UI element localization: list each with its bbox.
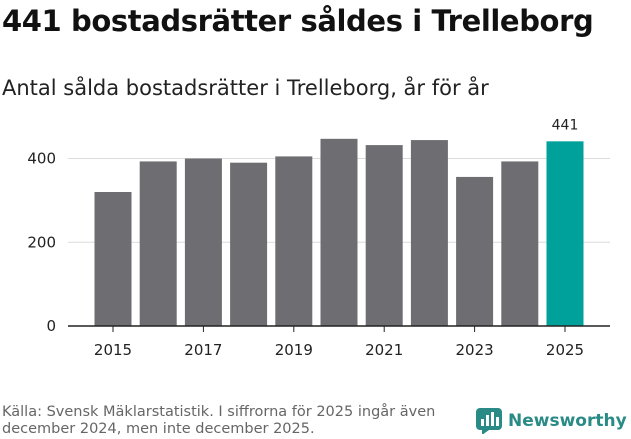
logo-text: Newsworthy [508,411,627,431]
bar-2019 [275,156,313,326]
bars [94,138,584,326]
chart-title: Antal sålda bostadsrätter i Trelleborg, … [2,76,489,100]
bar-2023 [456,176,494,326]
x-tick-label: 2025 [546,341,584,359]
bar-2021 [365,145,403,326]
labels: 0 200 400 441 2015 2017 2019 2021 2023 2025 [27,117,584,359]
newsworthy-chart-icon [476,408,502,434]
axes [68,325,610,332]
data-label-2025: 441 [552,117,579,133]
source-note: Källa: Svensk Mäklarstatistik. I siffror… [2,404,436,437]
bar-2022 [410,140,448,326]
newsworthy-logo: Newsworthy [476,408,627,434]
y-tick-label: 200 [27,233,56,251]
bar-2016 [139,161,177,326]
bar-2025 [546,141,584,326]
y-tick-label: 400 [27,150,56,168]
x-tick-label: 2019 [275,341,313,359]
x-tick-label: 2023 [456,341,494,359]
bar-2017 [184,158,222,326]
bar-2015 [94,192,132,326]
y-tick-label: 0 [46,317,56,335]
bar-chart: 0 200 400 441 2015 2017 2019 2021 2023 2025 [27,117,610,359]
x-tick-label: 2017 [184,341,222,359]
bar-2018 [230,162,268,326]
x-tick-label: 2015 [94,341,132,359]
bar-2024 [501,161,539,326]
headline: 441 bostadsrätter såldes i Trelleborg [2,4,594,38]
x-tick-label: 2021 [365,341,403,359]
bar-2020 [320,138,358,326]
